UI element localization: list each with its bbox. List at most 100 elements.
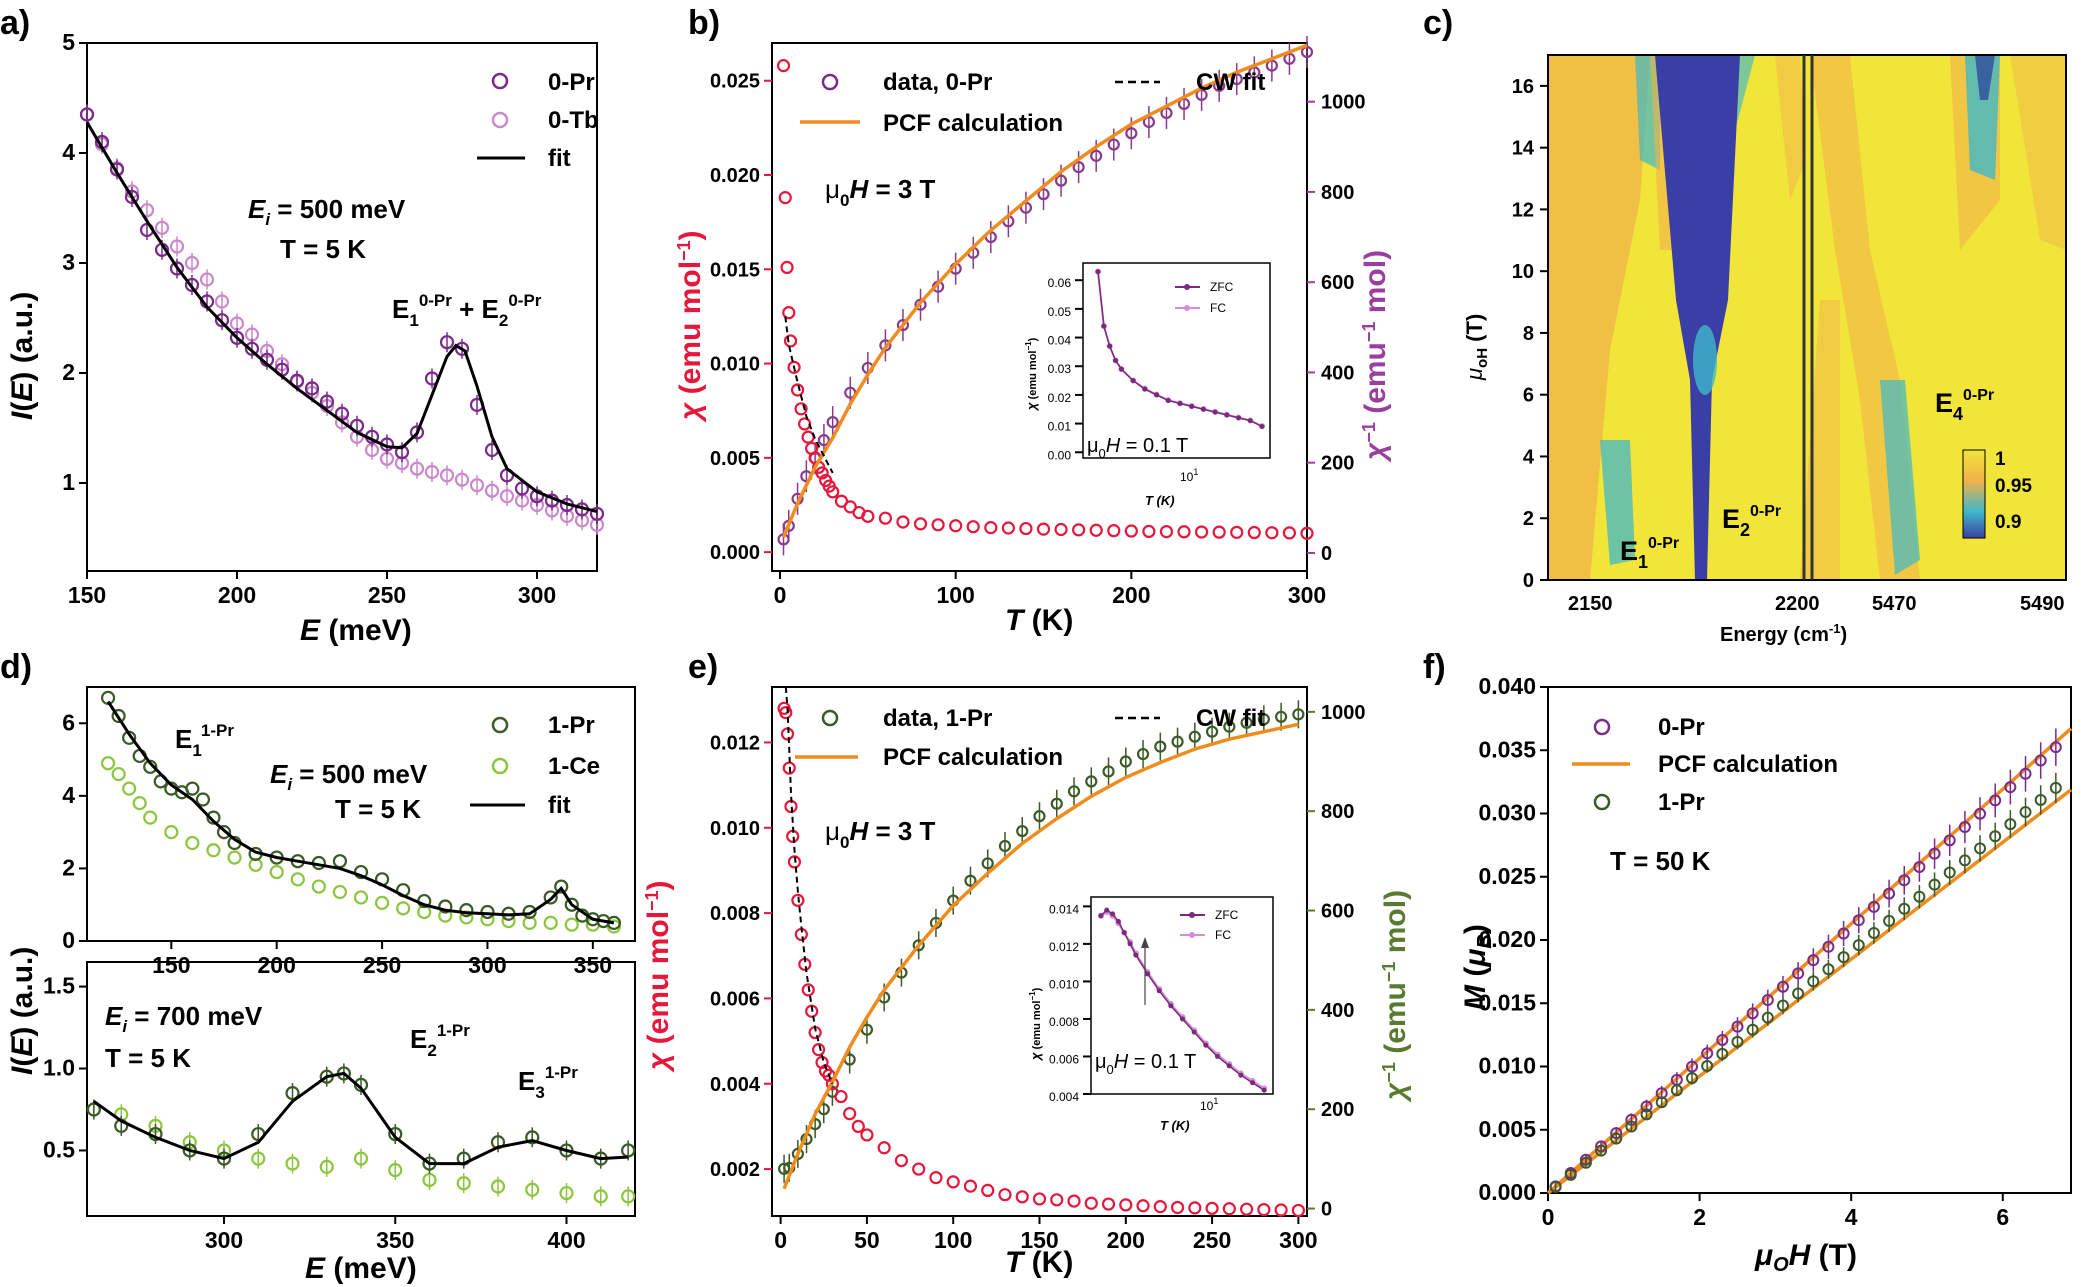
series-f-1pr-point-8	[1670, 1084, 1683, 1097]
panel-label-b: b)	[688, 4, 720, 42]
series-chi-0pr-point-26	[966, 520, 980, 534]
series-1pr-top-point-22	[438, 899, 453, 914]
series-chi-1pr-point-42	[1222, 1202, 1236, 1216]
panel-label-c: c)	[1423, 4, 1453, 42]
series-f-1pr-point-30	[2004, 818, 2017, 831]
series-inv-1pr-point-15	[981, 857, 994, 870]
inset-zfc-point-e-8	[1156, 988, 1162, 994]
series-1ce-top-point-24	[564, 917, 579, 932]
series-f-0pr-point-17	[1807, 954, 1820, 967]
series-chi-1pr-point-26	[946, 1175, 960, 1189]
inset-zfc-point-7	[1154, 392, 1160, 398]
series-chi-0pr-point-34	[1107, 524, 1121, 538]
series-1pr-top-point-23	[459, 903, 474, 918]
series-1ce-bottom-point-9	[388, 1163, 403, 1178]
inset-legend-fc-marker-icon	[1184, 305, 1190, 311]
series-0tb-point-24	[439, 468, 455, 483]
x-axis-label-c: Energy (cm-1)	[1720, 621, 1847, 646]
series-0pr-point-34	[589, 506, 605, 521]
y2-b-tick-label-4: 800	[1321, 182, 1354, 204]
x-ticks-a: 150 200 250 300	[68, 571, 556, 608]
series-inv-1pr-point-8	[860, 1023, 874, 1036]
series-f-1pr-point-17	[1807, 975, 1820, 988]
series-f-0pr-point-23	[1898, 874, 1911, 887]
inset-field-b: μ0H = 0.1 T	[1087, 435, 1188, 461]
series-1ce-top-point-12	[311, 879, 326, 894]
heatmap-orange-region-4	[1800, 300, 1840, 580]
series-0tb-point-23	[424, 464, 440, 480]
legend-label-f-pcf: PCF calculation	[1658, 751, 1838, 778]
series-1pr-top-point-8	[185, 781, 200, 796]
series-f-1pr-point-16	[1792, 987, 1805, 1000]
y-ticks-b: 0.000 0.005 0.010 0.015 0.020 0.025	[710, 71, 772, 564]
series-chi-0pr-point-25	[949, 519, 963, 533]
series-1ce-top-point-1	[111, 766, 126, 782]
series-0pr-point-0	[79, 107, 95, 122]
series-f-0pr-point-14	[1761, 994, 1774, 1007]
series-inv-0pr-point-23	[1125, 127, 1138, 140]
x-ticks-d-bottom: 300 350 400	[205, 1216, 586, 1253]
x-b-tick-label-1: 100	[936, 582, 974, 608]
legend-f: 0-Pr PCF calculation 1-Pr	[1572, 714, 1838, 816]
series-f-0pr-point-10	[1701, 1047, 1714, 1060]
inset-legend-fc-e: FC	[1215, 928, 1231, 942]
inset-y-label-e: χ (emu mol−1)	[1028, 987, 1043, 1062]
series-1pr-top-point-11	[216, 825, 232, 840]
series-1pr-top-point-26	[522, 904, 537, 920]
x-axis-label-f: μOH (T)	[1754, 1239, 1857, 1276]
y-axis-label-a: I(E) (a.u.)	[6, 292, 39, 420]
series-f-0pr-point-15	[1776, 980, 1789, 993]
series-0tb-point-7	[184, 255, 200, 271]
series-f-1pr-point-4	[1610, 1132, 1623, 1145]
series-1ce-top-point-13	[332, 884, 348, 900]
series-1ce-top-point-22	[522, 915, 537, 930]
series-1ce-top-point-16	[396, 901, 411, 916]
series-0pr-point-3	[124, 189, 140, 205]
series-inv-1pr-point-24	[1136, 747, 1150, 761]
y-f-tick-label-1: 0.005	[1478, 1116, 1536, 1142]
cw-fit-b	[784, 316, 834, 474]
series-inv-1pr-point-30	[1240, 716, 1253, 729]
y-f-tick-label-0: 0.000	[1478, 1179, 1536, 1205]
series-f-1pr-point-19	[1837, 951, 1850, 964]
y-b-tick-label-2: 0.010	[710, 354, 760, 376]
series-chi-1pr-point-22	[877, 1141, 891, 1155]
y-e-tick-label-3: 0.008	[710, 903, 760, 925]
y-c-tick-label-5: 10	[1512, 261, 1534, 283]
legend-marker-data0pr-icon	[821, 73, 839, 91]
inset-zfc-point-10	[1189, 403, 1195, 409]
series-f-0pr-point-27	[1958, 821, 1971, 834]
y2-axis-label-e: χ−1 (emu−1 mol)	[1379, 890, 1412, 1103]
plot-frame-d-top	[86, 686, 636, 942]
series-chi-1pr-point-39	[1170, 1200, 1185, 1215]
series-chi-0pr-point-30	[1036, 522, 1051, 536]
y-c-tick-label-2: 4	[1523, 446, 1535, 468]
heatmap-c	[1548, 55, 2066, 580]
series-inv-1pr-point-2	[791, 1147, 804, 1161]
series-1ce-bottom-point-14	[559, 1185, 574, 1201]
x-b-tick-label-2: 200	[1112, 582, 1150, 608]
y-e-tick-label-1: 0.004	[710, 1074, 761, 1096]
series-1ce-bottom-point-11	[456, 1176, 471, 1191]
series-chi-1pr-point-6	[787, 855, 802, 869]
series-f-0pr-point-13	[1746, 1007, 1759, 1020]
series-1ce-top-point-7	[206, 843, 221, 858]
annotation-t-d-bottom: T = 5 K	[105, 1043, 191, 1073]
fit-line-d-bottom	[92, 1071, 629, 1166]
series-f-1pr-point-1	[1564, 1168, 1577, 1181]
series-chi-1pr-point-41	[1205, 1201, 1219, 1215]
series-inv-1pr-point-22	[1102, 765, 1115, 778]
series-0pr-point-15	[304, 381, 320, 396]
inset-zfc-point-e-13	[1215, 1053, 1221, 1059]
annotation-e4-c: E40-Pr	[1935, 387, 1994, 424]
series-1pr-top-point-27	[543, 890, 558, 905]
series-inv-0pr-point-20	[1072, 161, 1085, 174]
heatmap-orange-region-7	[2010, 55, 2066, 250]
panel-e: e) 0 50 100 150 200 250 300 0.0020.0040.0060.0…	[642, 648, 1412, 1279]
inset-y-ticks-e: 0.004 0.006 0.008 0.010 0.012 0.014	[1049, 902, 1091, 1104]
inset-zfc-point-e-3	[1115, 918, 1121, 924]
series-1ce-top-point-11	[290, 872, 305, 887]
series-f-0pr-point-22	[1883, 887, 1896, 900]
y-b-tick-label-4: 0.020	[710, 165, 760, 187]
inset-zfc-point-e-12	[1203, 1042, 1209, 1048]
